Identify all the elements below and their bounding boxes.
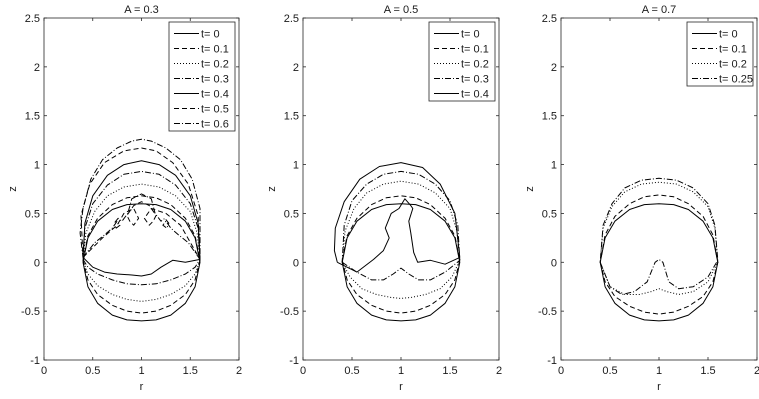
x-tick-label: 2 bbox=[236, 365, 242, 377]
legend-box bbox=[168, 21, 236, 132]
legend-label: t= 0 bbox=[201, 29, 220, 41]
legend-label: t= 0.2 bbox=[719, 59, 747, 71]
legend-label: t= 0.2 bbox=[201, 59, 229, 71]
x-tick-label: 0 bbox=[300, 365, 306, 377]
x-tick-label: 1 bbox=[138, 365, 144, 377]
panel-title: A = 0.5 bbox=[384, 4, 419, 16]
legend-label: t= 0.1 bbox=[461, 44, 489, 56]
panel-title: A = 0.7 bbox=[642, 4, 677, 16]
y-tick-label: 1.5 bbox=[284, 111, 299, 123]
series-group bbox=[333, 162, 461, 322]
series-line-4 bbox=[341, 170, 461, 281]
y-tick-label: 0 bbox=[34, 257, 40, 269]
legend-label: t= 0.1 bbox=[719, 44, 747, 56]
legend-label: t= 0.2 bbox=[461, 59, 489, 71]
y-tick-label: 1.5 bbox=[25, 111, 40, 123]
series-line-3 bbox=[341, 180, 461, 299]
panel-1: A = 0.3 0 0.5 1 1.5 2 -1 -0.5 0 0.5 1 1.5 2 2.5 r z t= 0… bbox=[7, 4, 242, 393]
x-tick-label: 1.5 bbox=[183, 365, 198, 377]
legend: t= 0 t= 0.1 t= 0.2 t= 0.25 bbox=[686, 21, 754, 87]
y-axis-label: z bbox=[524, 186, 536, 192]
legend-label: t= 0.3 bbox=[201, 74, 229, 86]
y-tick-label: 0.5 bbox=[284, 208, 299, 220]
y-tick-label: 2.5 bbox=[284, 13, 299, 25]
legend-box bbox=[428, 21, 496, 102]
y-tick-label: -1 bbox=[547, 355, 557, 367]
y-tick-label: 0 bbox=[551, 257, 557, 269]
legend-label: t= 0 bbox=[719, 29, 738, 41]
legend-box bbox=[686, 21, 754, 87]
x-tick-label: 2 bbox=[496, 365, 502, 377]
series-line-6 bbox=[80, 147, 201, 260]
y-tick-label: -0.5 bbox=[280, 306, 299, 318]
legend: t= 0 t= 0.1 t= 0.2 t= 0.3 t= 0.4 bbox=[428, 21, 496, 102]
x-tick-label: 2 bbox=[754, 365, 759, 377]
y-tick-label: -0.5 bbox=[538, 306, 557, 318]
legend-label: t= 0.1 bbox=[201, 44, 229, 56]
series-line-7 bbox=[79, 138, 201, 260]
y-tick-label: 1.5 bbox=[542, 111, 557, 123]
legend-label: t= 0.4 bbox=[461, 89, 489, 101]
series-line-2 bbox=[82, 195, 201, 314]
x-tick-label: 0.5 bbox=[344, 365, 359, 377]
y-axis-label: z bbox=[7, 186, 19, 192]
y-tick-label: 2 bbox=[551, 62, 557, 74]
x-tick-label: 0 bbox=[41, 365, 47, 377]
legend-label: t= 0 bbox=[461, 29, 480, 41]
y-tick-label: 0.5 bbox=[542, 208, 557, 220]
series-line-5 bbox=[333, 162, 461, 273]
x-tick-label: 1.5 bbox=[700, 365, 715, 377]
series-group bbox=[599, 177, 719, 322]
y-tick-label: 1 bbox=[34, 160, 40, 172]
legend: t= 0 t= 0.1 t= 0.2 t= 0.3 t= 0.4 t= 0.5 t= 0.6 bbox=[168, 21, 236, 132]
x-axis-label: r bbox=[399, 381, 403, 393]
y-tick-label: 2.5 bbox=[542, 13, 557, 25]
panel-3: A = 0.7 0 0.5 1 1.5 2 -1 -0.5 0 0.5 1 1.5 2 2.5 r z t= 0… bbox=[524, 4, 759, 393]
series-line-2 bbox=[341, 195, 461, 314]
series-line-3 bbox=[599, 181, 719, 295]
series-group bbox=[79, 138, 201, 322]
legend-label: t= 0.6 bbox=[201, 119, 229, 131]
y-tick-label: 2 bbox=[34, 62, 40, 74]
x-tick-label: 0.5 bbox=[85, 365, 100, 377]
series-line-1 bbox=[341, 203, 461, 322]
x-tick-label: 1.5 bbox=[442, 365, 457, 377]
y-axis-label: z bbox=[266, 186, 278, 192]
legend-label: t= 0.3 bbox=[461, 74, 489, 86]
series-line-4 bbox=[82, 170, 201, 286]
x-axis-label: r bbox=[657, 381, 661, 393]
y-tick-label: 1 bbox=[551, 160, 557, 172]
series-line-1 bbox=[599, 203, 719, 322]
x-tick-label: 1 bbox=[398, 365, 404, 377]
x-tick-label: 1 bbox=[656, 365, 662, 377]
series-line-4 bbox=[599, 177, 719, 295]
y-tick-label: 0 bbox=[293, 257, 299, 269]
legend-label: t= 0.5 bbox=[201, 104, 229, 116]
x-axis-label: r bbox=[140, 381, 144, 393]
panel-2: A = 0.5 0 0.5 1 1.5 2 -1 -0.5 0 0.5 1 1.5 2 2.5 r z t= 0… bbox=[266, 4, 502, 393]
y-tick-label: 2.5 bbox=[25, 13, 40, 25]
y-tick-label: 1 bbox=[293, 160, 299, 172]
legend-label: t= 0.25 bbox=[719, 74, 753, 86]
y-tick-label: 0.5 bbox=[25, 208, 40, 220]
legend-label: t= 0.4 bbox=[201, 89, 229, 101]
y-tick-label: 2 bbox=[293, 62, 299, 74]
x-tick-label: 0 bbox=[558, 365, 564, 377]
y-tick-label: -1 bbox=[289, 355, 299, 367]
y-tick-label: -1 bbox=[30, 355, 40, 367]
series-line-2 bbox=[599, 194, 719, 315]
y-tick-label: -0.5 bbox=[21, 306, 40, 318]
x-tick-label: 0.5 bbox=[602, 365, 617, 377]
panel-title: A = 0.3 bbox=[124, 4, 159, 16]
